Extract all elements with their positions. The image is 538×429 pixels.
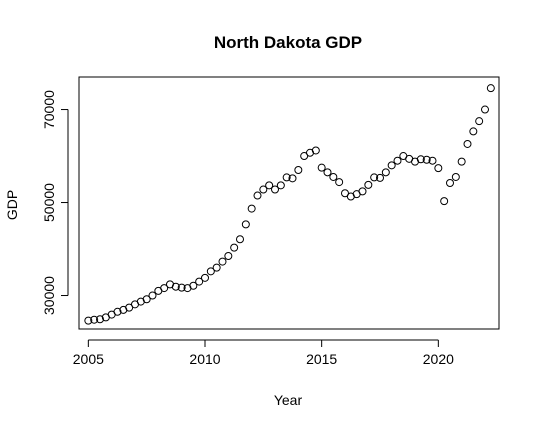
y-tick-label: 70000 <box>41 90 57 129</box>
data-point <box>447 180 454 187</box>
data-point <box>231 244 238 251</box>
data-point <box>254 192 261 199</box>
x-tick-label: 2015 <box>306 351 337 367</box>
data-point <box>213 264 220 271</box>
data-point <box>359 188 366 195</box>
data-point <box>452 173 459 180</box>
data-point <box>277 182 284 189</box>
data-point <box>295 166 302 173</box>
y-axis-label: GDP <box>4 190 20 220</box>
data-point <box>202 274 209 281</box>
data-point <box>482 106 489 113</box>
data-point <box>487 85 494 92</box>
data-point <box>225 253 232 260</box>
data-point <box>312 147 319 154</box>
data-point <box>476 118 483 125</box>
data-point <box>330 173 337 180</box>
data-point <box>336 179 343 186</box>
data-point <box>237 236 244 243</box>
data-point <box>458 158 465 165</box>
data-point <box>324 169 331 176</box>
data-point <box>149 292 156 299</box>
data-point <box>248 205 255 212</box>
data-point <box>382 169 389 176</box>
data-point <box>394 157 401 164</box>
plot-frame <box>79 77 499 329</box>
x-tick-label: 2010 <box>189 351 220 367</box>
y-axis: 30000 50000 70000 <box>41 90 68 315</box>
data-point <box>318 164 325 171</box>
x-axis: 2005 2010 2015 2020 <box>73 340 454 367</box>
data-points <box>85 85 495 324</box>
x-tick-label: 2020 <box>423 351 454 367</box>
data-point <box>388 162 395 169</box>
chart-title: North Dakota GDP <box>214 33 362 52</box>
x-tick-label: 2005 <box>73 351 104 367</box>
data-point <box>435 165 442 172</box>
y-tick-label: 30000 <box>41 276 57 315</box>
data-point <box>219 258 226 265</box>
data-point <box>242 221 249 228</box>
data-point <box>464 140 471 147</box>
data-point <box>441 198 448 205</box>
data-point <box>470 128 477 135</box>
x-axis-label: Year <box>274 392 303 408</box>
y-tick-label: 50000 <box>41 183 57 222</box>
data-point <box>365 181 372 188</box>
